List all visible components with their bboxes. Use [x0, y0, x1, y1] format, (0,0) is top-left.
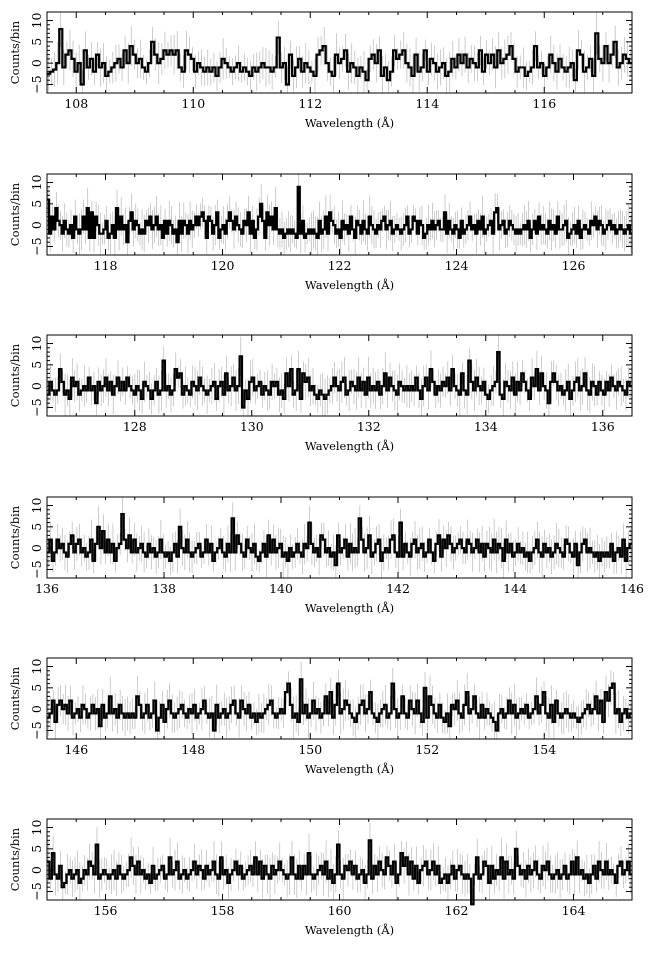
- x-tick-label: 148: [181, 742, 205, 757]
- x-tick-label: 160: [328, 903, 352, 918]
- x-tick-label: 122: [328, 258, 352, 273]
- x-tick-label: 138: [152, 581, 176, 596]
- y-axis-title: Counts/bin: [8, 505, 22, 569]
- y-tick-label: 5: [29, 684, 44, 692]
- y-tick-label: 10: [29, 13, 44, 29]
- y-tick-label: 5: [29, 845, 44, 853]
- error-bars: [47, 174, 632, 255]
- spectrum-line: [47, 27, 632, 86]
- y-tick-label: 10: [29, 336, 44, 352]
- spectrum-line: [47, 512, 632, 567]
- x-tick-label: 130: [240, 419, 264, 434]
- y-axis-title: Counts/bin: [8, 20, 22, 84]
- x-tick-label: 154: [532, 742, 556, 757]
- y-tick-label: 5: [29, 523, 44, 531]
- x-axis-title: Wavelength (Å): [305, 439, 394, 453]
- y-tick-label: −5: [29, 721, 44, 739]
- y-tick-label: 5: [29, 38, 44, 46]
- x-tick-label: 150: [298, 742, 322, 757]
- x-axis-title: Wavelength (Å): [305, 278, 394, 292]
- chart-panel-1: 108 110 112 114 116 10 5 0 −5 Wavelength (Å) Count…: [8, 11, 633, 130]
- spectrum-line: [47, 350, 632, 409]
- x-tick-label: 144: [503, 581, 527, 596]
- y-tick-label: 0: [29, 866, 44, 874]
- x-tick-label: 140: [269, 581, 293, 596]
- y-tick-label: 0: [29, 544, 44, 552]
- x-axis-title: Wavelength (Å): [305, 762, 394, 776]
- x-tick-label: 112: [298, 96, 322, 111]
- y-tick-label: −5: [29, 560, 44, 578]
- x-tick-label: 134: [474, 419, 498, 434]
- x-axis-title: Wavelength (Å): [305, 923, 394, 937]
- x-tick-label: 110: [181, 96, 205, 111]
- y-axis-title: Counts/bin: [8, 666, 22, 730]
- x-tick-label: 142: [386, 581, 410, 596]
- chart-panel-2: 118 120 122 124 126 10 5 0 −5 Wavelength (Å) Count…: [8, 173, 633, 292]
- y-tick-label: 10: [29, 498, 44, 514]
- x-tick-label: 146: [620, 581, 644, 596]
- x-tick-label: 162: [445, 903, 469, 918]
- chart-panel-6: 156 158 160 162 164 10 5 0 −5 Wavelength (Å) Count…: [8, 818, 633, 937]
- x-axis-title: Wavelength (Å): [305, 601, 394, 615]
- y-axis-title: Counts/bin: [8, 827, 22, 891]
- y-tick-label: 10: [29, 659, 44, 675]
- y-tick-label: 0: [29, 221, 44, 229]
- x-tick-label: 136: [35, 581, 59, 596]
- y-tick-label: 5: [29, 200, 44, 208]
- x-tick-label: 126: [562, 258, 586, 273]
- chart-panel-5: 146 148 150 152 154 10 5 0 −5 Wavelength (Å) Count…: [8, 657, 633, 776]
- y-tick-label: 0: [29, 59, 44, 67]
- y-tick-label: −5: [29, 398, 44, 416]
- x-tick-label: 136: [591, 419, 615, 434]
- x-tick-label: 128: [123, 419, 147, 434]
- x-tick-label: 152: [415, 742, 439, 757]
- y-axis-title: Counts/bin: [8, 343, 22, 407]
- x-tick-label: 118: [94, 258, 118, 273]
- y-tick-label: −5: [29, 237, 44, 255]
- y-tick-label: 10: [29, 820, 44, 836]
- y-tick-label: 5: [29, 361, 44, 369]
- x-tick-label: 132: [357, 419, 381, 434]
- x-tick-label: 114: [415, 96, 439, 111]
- y-tick-label: 0: [29, 705, 44, 713]
- y-tick-label: 0: [29, 382, 44, 390]
- plot-frame: [46, 173, 633, 256]
- x-tick-label: 164: [562, 903, 586, 918]
- y-tick-label: −5: [29, 75, 44, 93]
- x-tick-label: 158: [211, 903, 235, 918]
- x-tick-label: 120: [211, 258, 235, 273]
- x-tick-label: 124: [445, 258, 469, 273]
- spectrum-line: [47, 678, 632, 732]
- error-bars: [48, 12, 631, 93]
- spectrum-line: [47, 185, 632, 244]
- chart-panel-4: 136 138 140 142 144 146 10 5 0 −5 Wavelength (Å) Co…: [8, 496, 644, 615]
- spectrum-line: [47, 839, 632, 906]
- y-axis-title: Counts/bin: [8, 182, 22, 246]
- x-axis-title: Wavelength (Å): [305, 116, 394, 130]
- y-tick-label: 10: [29, 175, 44, 191]
- x-tick-label: 156: [94, 903, 118, 918]
- chart-panel-3: 128 130 132 134 136 10 5 0 −5 Wavelength (Å) Count…: [8, 334, 633, 453]
- x-tick-label: 146: [64, 742, 88, 757]
- x-tick-label: 108: [64, 96, 88, 111]
- x-tick-label: 116: [532, 96, 556, 111]
- y-tick-label: −5: [29, 882, 44, 900]
